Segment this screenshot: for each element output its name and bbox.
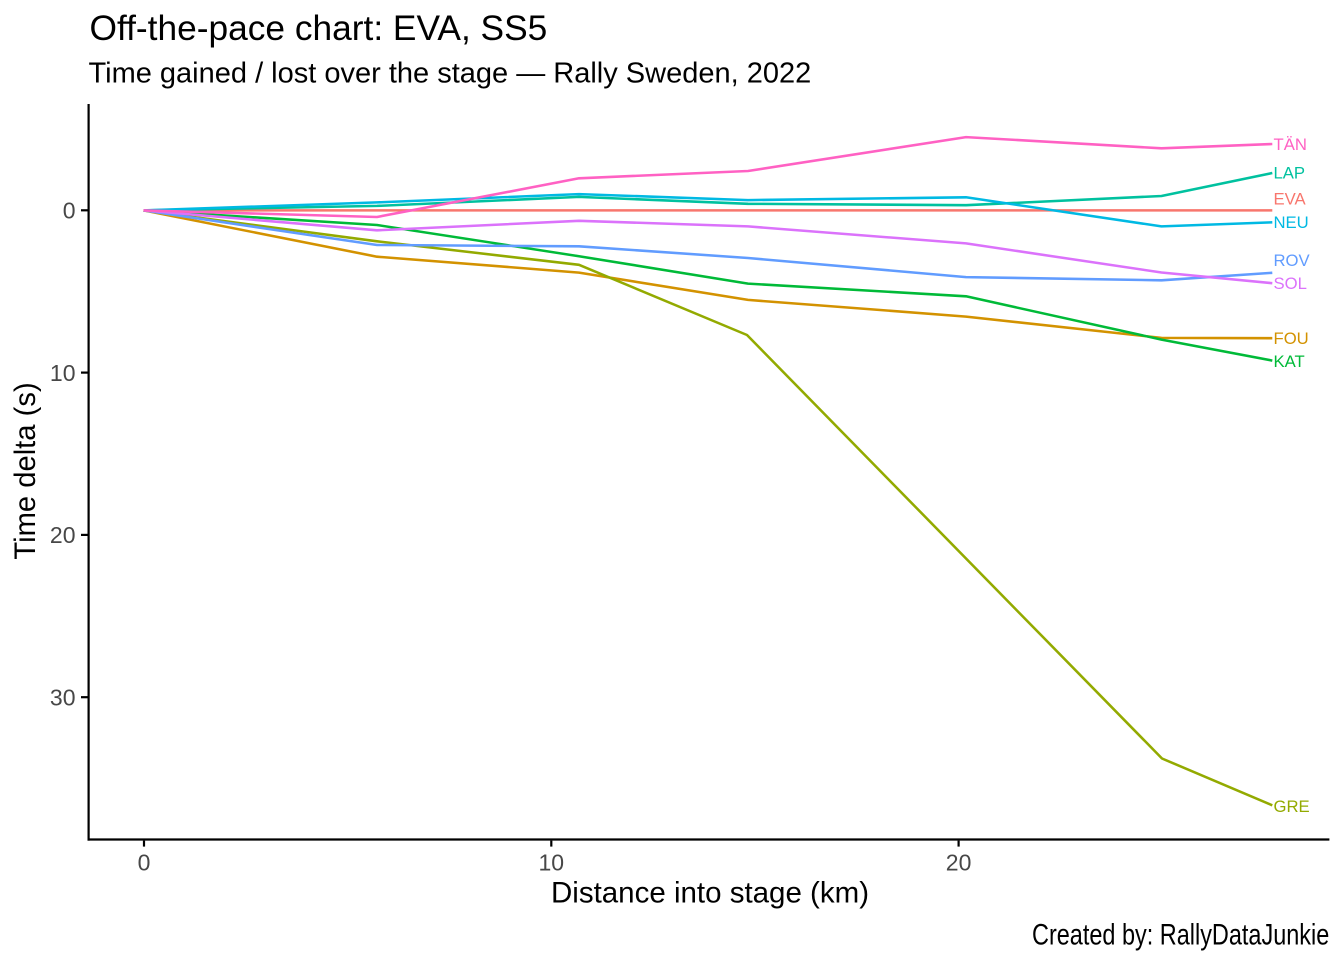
svg-text:ROV: ROV xyxy=(1274,251,1311,270)
svg-text:GRE: GRE xyxy=(1274,797,1310,816)
svg-text:Time gained / lost over the st: Time gained / lost over the stage — Rall… xyxy=(89,58,812,90)
svg-text:10: 10 xyxy=(539,850,565,876)
svg-text:20: 20 xyxy=(50,522,76,548)
svg-text:Off-the-pace chart: EVA, SS5: Off-the-pace chart: EVA, SS5 xyxy=(90,9,548,48)
svg-text:Time delta (s): Time delta (s) xyxy=(10,382,42,559)
svg-text:SOL: SOL xyxy=(1274,274,1307,293)
svg-text:TÄN: TÄN xyxy=(1274,135,1307,154)
svg-text:EVA: EVA xyxy=(1274,190,1307,209)
svg-text:NEU: NEU xyxy=(1274,213,1309,232)
svg-text:10: 10 xyxy=(50,360,76,386)
svg-text:Created by: RallyDataJunkie: Created by: RallyDataJunkie xyxy=(1032,918,1329,951)
svg-text:0: 0 xyxy=(138,850,151,876)
svg-text:LAP: LAP xyxy=(1274,164,1306,183)
svg-text:0: 0 xyxy=(63,198,76,224)
svg-text:20: 20 xyxy=(946,850,972,876)
svg-text:KAT: KAT xyxy=(1274,352,1305,371)
svg-text:30: 30 xyxy=(50,684,76,710)
svg-text:FOU: FOU xyxy=(1274,329,1309,348)
svg-text:Distance into stage (km): Distance into stage (km) xyxy=(551,876,869,909)
